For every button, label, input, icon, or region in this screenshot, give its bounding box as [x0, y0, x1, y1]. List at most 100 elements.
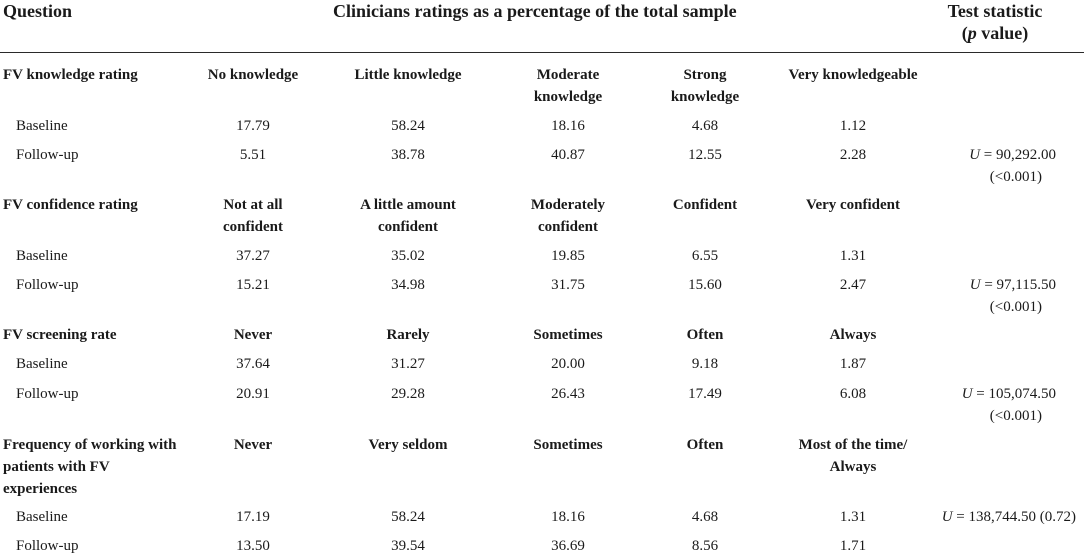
- data-cell: 20.00: [551, 356, 585, 372]
- scale-header: Very knowledgeable: [788, 67, 918, 83]
- data-cell: 6.08: [839, 386, 867, 402]
- u-statistic: = 90,292.00: [980, 147, 1056, 163]
- scale-header: Always: [829, 459, 877, 475]
- question-label: experiences: [3, 481, 78, 497]
- data-cell: 5.51: [239, 147, 267, 163]
- data-cell: 1.31: [839, 248, 867, 264]
- data-cell: 18.16: [551, 118, 585, 134]
- data-cell: 18.16: [551, 509, 585, 525]
- scale-header: Rarely: [386, 327, 430, 343]
- column-header-test-statistic: Test statistic (p value): [920, 0, 1070, 44]
- data-cell: 1.87: [839, 356, 867, 372]
- p-value: (<0.001): [989, 408, 1042, 424]
- test-statistic-value: U = 138,744.50 (0.72): [942, 506, 1076, 528]
- u-statistic: = 97,115.50: [980, 277, 1056, 293]
- data-cell: 37.64: [236, 356, 270, 372]
- data-cell: 40.87: [551, 147, 585, 163]
- data-cell: 15.21: [236, 277, 270, 293]
- question-label: Frequency of working with: [3, 437, 177, 453]
- row-label: Follow-up: [16, 147, 79, 163]
- data-cell: 34.98: [391, 277, 425, 293]
- data-cell: 39.54: [391, 538, 425, 554]
- scale-header: knowledge: [670, 89, 740, 105]
- scale-header: confident: [378, 219, 438, 235]
- p-value: (<0.001): [989, 169, 1042, 185]
- scale-header: confident: [223, 219, 283, 235]
- data-cell: 37.27: [236, 248, 270, 264]
- scale-header: Little knowledge: [354, 67, 462, 83]
- scale-header: Never: [233, 437, 273, 453]
- test-statistic-value: U = 97,115.50: [970, 274, 1056, 296]
- scale-header: knowledge: [533, 89, 603, 105]
- u-statistic: = 105,074.50: [972, 386, 1056, 402]
- data-cell: 20.91: [236, 386, 270, 402]
- row-label: Follow-up: [16, 538, 79, 554]
- column-header-question: Question: [3, 1, 73, 21]
- data-cell: 15.60: [688, 277, 722, 293]
- data-cell: 36.69: [551, 538, 585, 554]
- data-cell: 19.85: [551, 248, 585, 264]
- row-label: Follow-up: [16, 386, 79, 402]
- scale-header: Strong: [683, 67, 727, 83]
- data-cell: 31.75: [551, 277, 585, 293]
- data-cell: 58.24: [391, 118, 425, 134]
- scale-header: Always: [829, 327, 877, 343]
- data-cell: 12.55: [688, 147, 722, 163]
- question-label: FV confidence rating: [3, 197, 138, 213]
- u-statistic: = 138,744.50 (0.72): [952, 509, 1076, 525]
- row-label: Baseline: [16, 509, 68, 525]
- row-label: Baseline: [16, 248, 68, 264]
- data-cell: 9.18: [691, 356, 719, 372]
- data-cell: 17.49: [688, 386, 722, 402]
- row-label: Baseline: [16, 118, 68, 134]
- scale-header: Sometimes: [533, 327, 603, 343]
- scale-header: confident: [538, 219, 598, 235]
- data-cell: 31.27: [391, 356, 425, 372]
- scale-header: Most of the time/: [798, 437, 908, 453]
- test-statistic-value: U = 105,074.50: [962, 383, 1056, 405]
- data-cell: 4.68: [691, 118, 719, 134]
- p-value: (<0.001): [989, 299, 1042, 315]
- data-cell: 38.78: [391, 147, 425, 163]
- scale-header: Often: [686, 327, 724, 343]
- u-symbol: U: [969, 147, 981, 163]
- scale-header: Confident: [672, 197, 738, 213]
- u-symbol: U: [961, 386, 973, 402]
- data-cell: 4.68: [691, 509, 719, 525]
- header-rule: [0, 52, 1084, 53]
- scale-header: Often: [686, 437, 724, 453]
- data-cell: 26.43: [551, 386, 585, 402]
- data-cell: 58.24: [391, 509, 425, 525]
- p-symbol: p: [967, 23, 977, 43]
- data-cell: 2.47: [839, 277, 867, 293]
- row-label: Follow-up: [16, 277, 79, 293]
- question-label: FV screening rate: [3, 327, 117, 343]
- question-label: FV knowledge rating: [3, 67, 138, 83]
- data-cell: 29.28: [391, 386, 425, 402]
- scale-header: Moderate: [536, 67, 600, 83]
- row-label: Baseline: [16, 356, 68, 372]
- data-cell: 35.02: [391, 248, 425, 264]
- data-cell: 1.12: [839, 118, 867, 134]
- data-cell: 1.31: [839, 509, 867, 525]
- data-cell: 8.56: [691, 538, 719, 554]
- data-cell: 2.28: [839, 147, 867, 163]
- scale-header: Sometimes: [533, 437, 603, 453]
- scale-header: No knowledge: [207, 67, 299, 83]
- test-statistic-label: Test statistic: [947, 1, 1043, 21]
- data-cell: 17.79: [236, 118, 270, 134]
- scale-header: Not at all: [223, 197, 283, 213]
- data-cell: 17.19: [236, 509, 270, 525]
- scale-header: Never: [233, 327, 273, 343]
- question-label: patients with FV: [3, 459, 110, 475]
- data-cell: 13.50: [236, 538, 270, 554]
- u-symbol: U: [969, 277, 981, 293]
- scale-header: Very confident: [805, 197, 901, 213]
- scale-header: Moderately: [530, 197, 606, 213]
- column-header-ratings: Clinicians ratings as a percentage of th…: [333, 1, 737, 21]
- u-symbol: U: [941, 509, 953, 525]
- test-statistic-sublabel: (p value): [961, 23, 1029, 43]
- scale-header: Very seldom: [368, 437, 448, 453]
- data-cell: 6.55: [691, 248, 719, 264]
- scale-header: A little amount: [360, 197, 456, 213]
